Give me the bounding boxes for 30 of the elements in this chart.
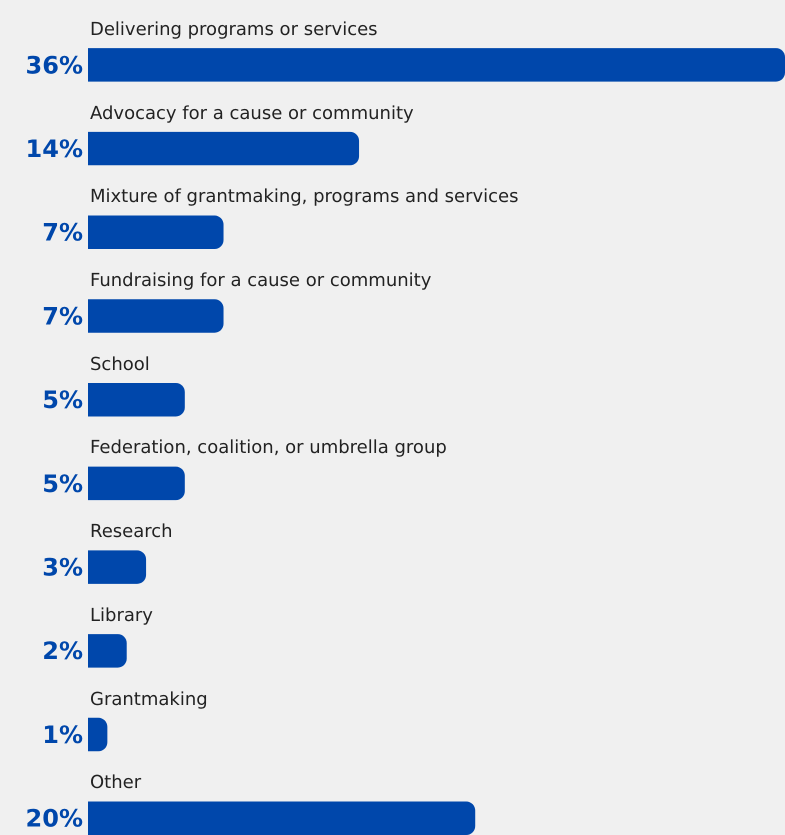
y-tick-label: Research — [90, 521, 173, 542]
bar — [88, 634, 127, 668]
bar — [88, 216, 224, 250]
data-label: 20% — [26, 804, 83, 833]
data-label: 36% — [26, 51, 83, 80]
data-label: 1% — [42, 720, 83, 749]
bar — [88, 132, 360, 166]
bar — [88, 466, 185, 500]
y-tick-label: Library — [90, 605, 154, 626]
data-label: 5% — [42, 470, 83, 498]
data-label: 7% — [42, 218, 83, 247]
bar — [88, 718, 108, 752]
data-label: 14% — [26, 134, 83, 163]
y-tick-label: School — [90, 354, 150, 375]
y-tick-label: Grantmaking — [90, 689, 208, 710]
bar — [88, 299, 224, 333]
y-tick-label: Federation, coalition, or umbrella group — [90, 437, 447, 458]
y-tick-label: Fundraising for a cause or community — [90, 270, 432, 291]
y-tick-label: Other — [90, 772, 142, 793]
y-tick-label: Mixture of grantmaking, programs and services — [90, 186, 518, 207]
bar — [88, 382, 185, 416]
bar — [88, 550, 146, 584]
data-label: 7% — [42, 302, 83, 330]
data-label: 3% — [42, 554, 83, 582]
data-label: 5% — [42, 386, 83, 414]
y-tick-label: Delivering programs or services — [90, 19, 378, 40]
data-label: 2% — [42, 637, 83, 666]
bar — [88, 48, 785, 82]
bar — [88, 802, 476, 835]
y-tick-label: Advocacy for a cause or community — [90, 103, 414, 124]
